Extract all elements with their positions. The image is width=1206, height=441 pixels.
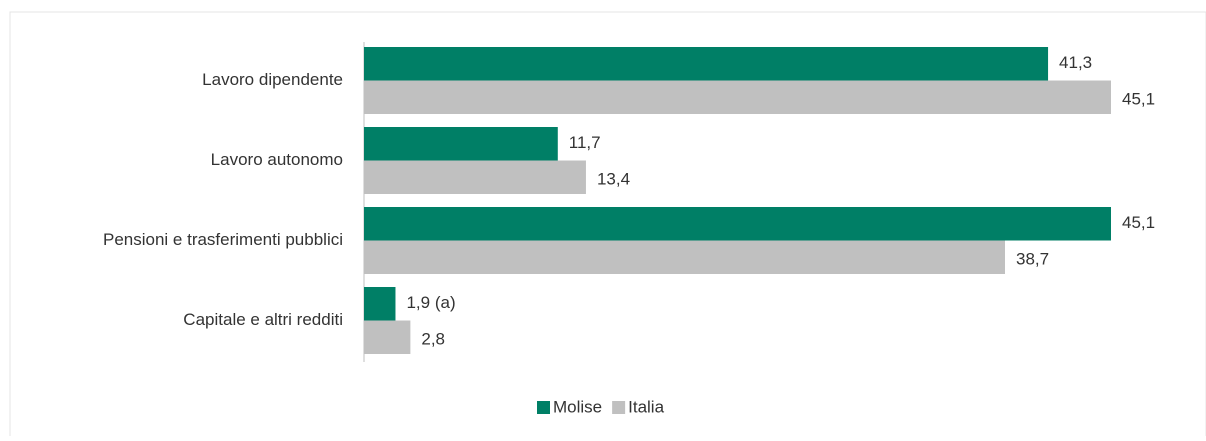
legend-label: Italia [628,397,664,416]
legend-label: Molise [553,397,602,416]
bar [364,127,558,161]
bar [364,160,586,194]
bar [364,240,1005,274]
value-label: 45,1 [1122,213,1155,232]
category-label: Lavoro dipendente [202,70,343,89]
value-label: 1,9 (a) [406,293,455,312]
value-label: 41,3 [1059,53,1092,72]
bar [364,320,411,354]
legend-swatch [537,401,550,414]
value-label: 11,7 [569,133,601,152]
bar [364,47,1049,81]
value-label: 45,1 [1122,90,1155,109]
category-label: Lavoro autonomo [211,150,343,169]
value-label: 13,4 [597,170,630,189]
value-label: 38,7 [1016,250,1049,269]
category-label: Pensioni e trasferimenti pubblici [103,230,343,249]
bar [364,80,1111,114]
category-label: Capitale e altri redditi [183,310,343,329]
value-label: 2,8 [421,330,445,349]
bar [364,207,1111,241]
bar [364,287,396,321]
frame [9,11,1206,441]
legend-swatch [612,401,626,414]
